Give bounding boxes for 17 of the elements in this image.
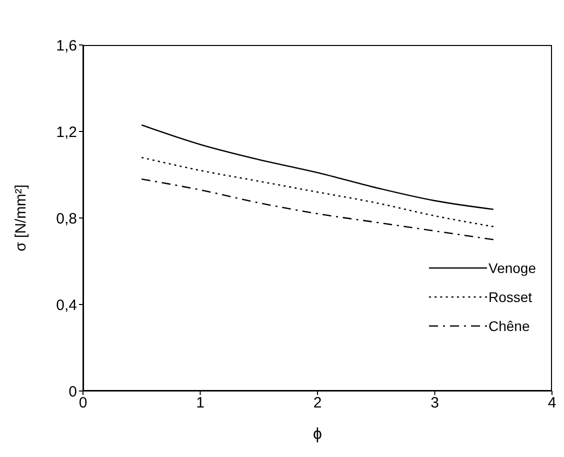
legend-label: Chêne (488, 318, 530, 334)
line-series (140, 178, 494, 240)
y-tick-label: 1,2 (56, 124, 77, 141)
x-tick-label: 4 (548, 394, 556, 412)
line-series (140, 124, 494, 210)
y-tick-label: 0,4 (56, 296, 77, 314)
x-tick-label: 3 (430, 394, 439, 412)
legend-label: Rosset (488, 288, 532, 304)
y-tick-label: 1,6 (56, 37, 77, 54)
y-axis-title: σ [N/mm²] (12, 184, 30, 252)
x-axis-title: ϕ (313, 426, 322, 443)
y-tick-label: 0,8 (56, 210, 77, 228)
y-tick-label: 0 (68, 383, 77, 400)
x-tick-label: 2 (313, 394, 322, 412)
line-series (140, 156, 494, 228)
x-tick-label: 1 (196, 394, 204, 412)
legend-label: Venoge (488, 260, 536, 276)
